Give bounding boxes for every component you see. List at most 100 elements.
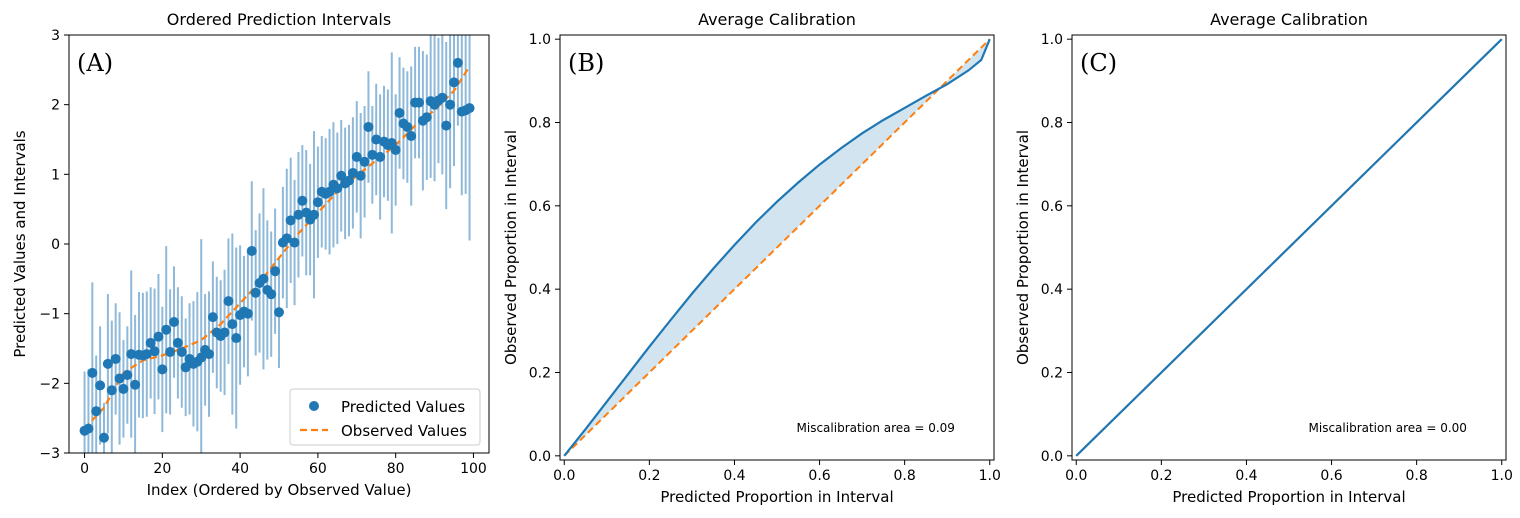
y-tick-label: 0.4 <box>1041 282 1063 298</box>
x-tick-label: 0.6 <box>808 468 830 484</box>
predicted-point <box>114 373 125 384</box>
predicted-point <box>141 349 152 360</box>
legend-label-observed: Observed Values <box>341 422 467 440</box>
ideal-calibration-line <box>563 38 991 457</box>
predicted-point <box>95 380 106 391</box>
predicted-point <box>106 385 117 396</box>
observed-values-line <box>83 65 471 430</box>
predicted-point <box>274 307 284 318</box>
axes-frame <box>1071 34 1507 461</box>
predicted-point <box>367 149 378 160</box>
panel-label: (A) <box>77 49 113 77</box>
x-tick-label: 80 <box>387 461 405 477</box>
legend-marker-predicted <box>309 401 319 411</box>
predicted-point <box>149 346 160 357</box>
predicted-point <box>406 131 417 142</box>
y-axis-label: Observed Proportion in Interval <box>502 130 520 365</box>
panel-label: (C) <box>1080 49 1117 77</box>
predicted-point <box>355 170 366 181</box>
predicted-point <box>437 92 448 103</box>
predicted-point <box>371 134 382 145</box>
y-tick-label: 0.8 <box>1041 116 1063 132</box>
predicted-point <box>285 215 296 226</box>
predicted-point <box>394 108 405 119</box>
x-tick-label: 0.4 <box>1235 468 1257 484</box>
plot-area <box>563 38 991 457</box>
predicted-point <box>266 289 277 300</box>
x-axis-label: Predicted Proportion in Interval <box>660 488 893 506</box>
x-axis-label: Index (Ordered by Observed Value) <box>147 481 412 499</box>
y-tick-label: 0.8 <box>529 116 551 132</box>
predicted-point <box>312 197 323 208</box>
predicted-point <box>99 432 109 443</box>
predicted-point <box>176 346 187 357</box>
y-tick-label: 0 <box>51 237 60 253</box>
y-tick-label: −1 <box>39 307 60 323</box>
x-tick-label: 0.8 <box>1406 468 1428 484</box>
x-tick-label: 1.0 <box>979 468 1001 484</box>
predicted-point <box>332 183 343 194</box>
predicted-point <box>169 317 179 328</box>
predicted-point <box>242 308 253 319</box>
y-tick-label: 0.2 <box>529 366 551 382</box>
miscalibration-annotation: Miscalibration area = 0.00 <box>1309 421 1467 435</box>
legend-box <box>289 388 481 446</box>
calibration-curve <box>563 38 991 457</box>
chart-title: Average Calibration <box>698 10 856 29</box>
y-tick-label: 0.6 <box>1041 199 1063 215</box>
panel-label: (B) <box>568 49 604 77</box>
x-tick-label: 0 <box>80 461 89 477</box>
x-tick-label: 100 <box>460 461 487 477</box>
predicted-point <box>130 379 141 390</box>
y-tick-label: −3 <box>39 446 60 462</box>
y-tick-label: 0.0 <box>1041 449 1063 465</box>
panel-c: 0.0 0.2 0.4 0.6 0.8 1.0 0.0 0.2 0.4 0.6 0.8 1.0 Aver… <box>1014 10 1513 506</box>
predicted-point <box>347 167 358 178</box>
predicted-point <box>258 273 269 284</box>
predicted-point <box>110 353 121 364</box>
predicted-point <box>375 151 386 162</box>
predicted-point <box>297 195 308 206</box>
predicted-point <box>180 362 191 373</box>
predicted-point <box>270 266 281 277</box>
legend: Predicted Values Observed Values <box>289 388 481 446</box>
predicted-point <box>126 349 137 360</box>
y-tick-label: 0.4 <box>529 282 551 298</box>
predicted-point <box>145 337 156 348</box>
predicted-point <box>464 103 475 114</box>
predicted-point <box>359 156 370 167</box>
x-tick-label: 0.0 <box>553 468 575 484</box>
y-axis-label: Observed Proportion in Interval <box>1014 130 1032 365</box>
predicted-point <box>336 170 347 181</box>
predicted-point <box>87 367 98 378</box>
x-tick-label: 0.2 <box>1150 468 1172 484</box>
x-axis-label: Predicted Proportion in Interval <box>1172 488 1405 506</box>
y-tick-label: 2 <box>51 98 60 114</box>
panel-a: 0 20 40 60 80 100 −3 −2 −1 0 1 2 3 Ordered Prediction… <box>11 10 490 499</box>
predicted-point <box>157 364 168 375</box>
y-tick-label: 1.0 <box>529 32 551 48</box>
miscalibration-annotation: Miscalibration area = 0.09 <box>797 421 955 435</box>
predicted-point <box>172 337 183 348</box>
predicted-point <box>223 296 234 307</box>
predicted-point <box>91 406 102 417</box>
x-tick-label: 0.6 <box>1320 468 1342 484</box>
predicted-point <box>204 349 214 360</box>
predicted-point <box>344 175 354 186</box>
y-axis-label: Predicted Values and Intervals <box>11 130 29 357</box>
y-tick-label: 1.0 <box>1041 32 1063 48</box>
predicted-point <box>231 333 242 344</box>
y-tick-label: −2 <box>39 376 60 392</box>
predicted-point <box>309 209 319 220</box>
x-tick-label: 0.0 <box>1065 468 1087 484</box>
predicted-point <box>293 209 304 220</box>
predicted-point <box>281 233 292 244</box>
predicted-point <box>207 312 218 323</box>
predicted-point <box>122 369 133 380</box>
predicted-point <box>402 121 413 132</box>
predicted-point <box>161 324 172 335</box>
y-tick-label: 0.0 <box>529 449 551 465</box>
predicted-point <box>441 120 452 131</box>
y-tick-label: 3 <box>51 28 60 44</box>
predicted-point <box>452 57 463 68</box>
